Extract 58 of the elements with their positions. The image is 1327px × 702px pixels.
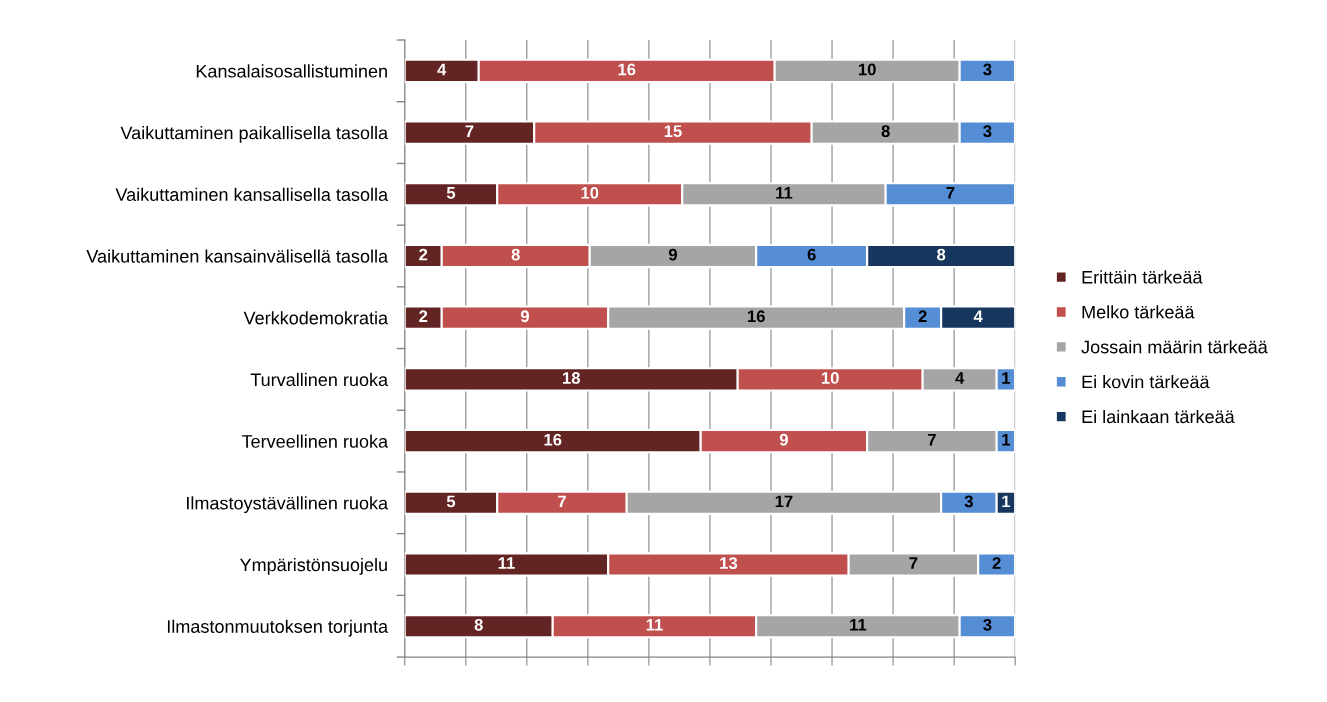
y-tick-label: Ilmastoystävällinen ruoka (187, 496, 389, 514)
y-tick-label: Vaikuttaminen kansallisella tasolla (115, 187, 389, 201)
data-label: 9 (668, 248, 677, 261)
data-label: 4 (437, 63, 447, 76)
data-label: 10 (858, 63, 876, 76)
data-label: 4 (955, 372, 965, 384)
legend-label: Ei lainkaan tärkeää (1082, 409, 1235, 424)
data-label: 1 (1002, 372, 1011, 384)
data-label: 9 (520, 310, 529, 323)
data-label: 8 (937, 248, 946, 261)
y-tick-label: Ilmastonmuutoksen torjunta (167, 619, 389, 637)
data-label: 2 (419, 248, 428, 261)
data-label: 9 (779, 433, 788, 446)
data-label: 7 (946, 187, 955, 199)
y-tick-label: Vaikuttaminen kansainvälisellä tasolla (86, 249, 389, 263)
data-label: 7 (928, 433, 936, 446)
data-label: 3 (964, 495, 973, 508)
legend-label: Jossain määrin tärkeää (1081, 340, 1268, 354)
data-label: 10 (581, 186, 599, 199)
data-label: 11 (850, 619, 867, 631)
data-label: 1 (1002, 433, 1011, 446)
data-label: 8 (474, 618, 483, 631)
data-label: 13 (720, 557, 738, 570)
y-tick-label: Turvallinen ruoka (250, 372, 389, 387)
data-label: 10 (821, 372, 839, 384)
data-label: 3 (983, 618, 992, 631)
y-tick-label: Kansalaisosallistuminen (196, 64, 387, 78)
data-label: 7 (909, 557, 918, 569)
data-label: 4 (973, 310, 983, 322)
legend-label: Erittäin tärkeää (1082, 270, 1203, 284)
data-label: 1 (1002, 495, 1011, 508)
data-label: 8 (511, 248, 520, 261)
data-label: 2 (918, 310, 927, 322)
data-label: 5 (446, 495, 456, 508)
data-label: 11 (498, 557, 515, 569)
data-label: 8 (881, 125, 890, 138)
y-tick-label: Verkkodemokratia (243, 311, 389, 325)
data-label: 11 (776, 187, 793, 199)
y-tick-label: Terveellinen ruoka (241, 434, 389, 448)
y-tick-label: Ympäristönsuojelu (239, 557, 387, 575)
legend-label: Melko tärkeää (1082, 305, 1195, 319)
data-label: 2 (419, 310, 428, 322)
data-label: 18 (562, 372, 580, 384)
data-label: 2 (992, 557, 1001, 569)
data-label: 7 (558, 495, 566, 508)
data-label: 16 (747, 310, 765, 323)
data-label: 7 (465, 125, 474, 137)
data-label: 17 (775, 495, 793, 508)
data-label: 6 (807, 248, 816, 261)
data-label: 11 (646, 619, 663, 631)
data-label: 3 (983, 125, 992, 138)
data-label: 16 (618, 63, 636, 76)
legend-label: Ei kovin tärkeää (1082, 375, 1210, 389)
y-tick-label: Vaikuttaminen paikallisella tasolla (120, 126, 389, 143)
data-label: 15 (664, 125, 682, 138)
data-label: 3 (983, 63, 992, 76)
data-label: 5 (446, 187, 456, 199)
data-label: 16 (544, 433, 562, 446)
